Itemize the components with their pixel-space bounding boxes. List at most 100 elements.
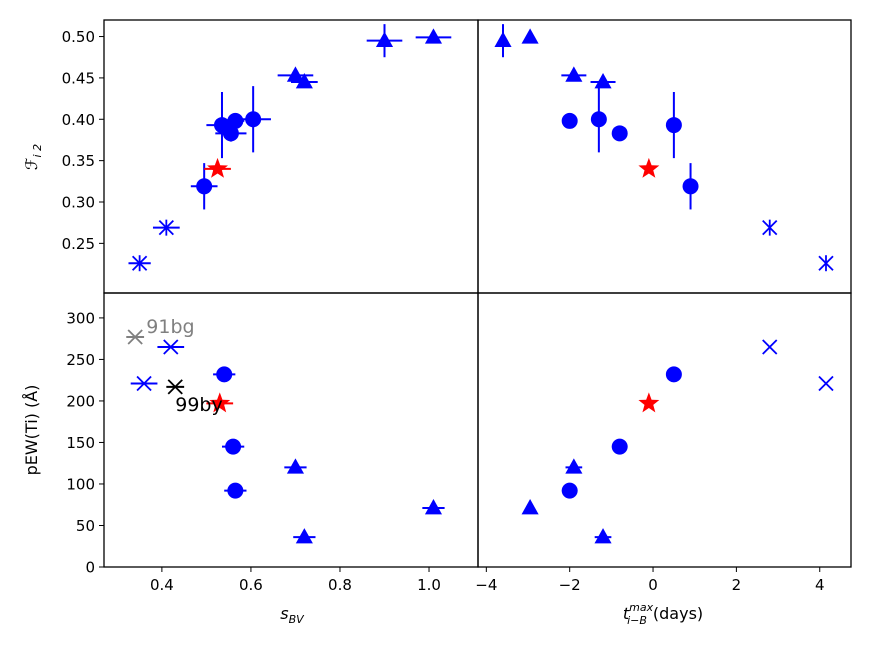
ytick-label-top-left-5: 0.50 (62, 28, 95, 46)
ytick-label-bottom-left-5: 250 (66, 351, 95, 369)
point-bottom-left-7 (224, 482, 247, 499)
panel-frame-top-right (477, 19, 852, 294)
marker-triangle-bottom-left-9 (295, 528, 313, 544)
point-top-left-9 (291, 73, 318, 89)
point-bottom-right-1 (565, 458, 583, 474)
point-top-right-6 (611, 125, 628, 142)
xlabel-right: tmax i−B (days) (623, 601, 703, 627)
marker-circle-bottom-left-6 (225, 438, 242, 455)
xlabel-right-sub: i−B (627, 614, 647, 627)
marker-circle-top-left-7 (245, 111, 262, 128)
xlabel-left-sub: BV (289, 613, 306, 626)
point-bottom-left-3 (130, 375, 158, 392)
point-top-right-5 (590, 86, 607, 153)
panel-frame-top-left (103, 19, 479, 294)
point-bottom-right-4 (611, 438, 628, 455)
point-top-right-8 (638, 157, 660, 178)
xlabel-right-main: t (623, 604, 630, 623)
marker-x-b-bottom-left-3 (136, 375, 152, 392)
xtick-label-bottom-right-4: 4 (815, 576, 825, 594)
ytick-label-top-left-4: 0.45 (62, 69, 95, 87)
marker-x-b-bottom-left-1 (167, 379, 183, 395)
marker-circle-top-right-7 (665, 117, 682, 134)
marker-circle-bottom-left-7 (227, 482, 244, 499)
xlabel-left: sBV (280, 604, 305, 626)
point-bottom-left-2 (157, 339, 185, 355)
point-bottom-left-10 (422, 499, 445, 515)
panel-frame-bottom-right (477, 292, 852, 568)
point-top-left-11 (415, 28, 452, 44)
marker-x-b-bottom-left-0 (127, 329, 143, 345)
marker-triangle-top-right-2 (565, 66, 583, 82)
xlabel-right-super: max (629, 601, 653, 614)
marks-layer (126, 24, 834, 544)
marker-triangle-top-left-11 (424, 28, 443, 44)
marker-x-b-bottom-right-8 (818, 375, 834, 392)
marker-star-bottom-right-6 (638, 392, 660, 413)
marker-circle-top-left-2 (196, 178, 213, 195)
ytick-label-top-left-1: 0.30 (62, 194, 95, 212)
ylabel-bottom: pEW(Ti) (Å) (22, 385, 41, 476)
ytick-label-bottom-left-4: 200 (66, 392, 95, 410)
point-bottom-left-5 (206, 392, 234, 413)
point-bottom-right-3 (561, 482, 578, 499)
marker-triangle-top-right-1 (521, 28, 539, 44)
marker-star-top-left-3 (207, 157, 228, 178)
point-bottom-right-8 (818, 375, 834, 392)
ytick-label-top-left-2: 0.35 (62, 152, 95, 170)
point-top-left-3 (204, 157, 231, 178)
ytick-label-top-left-3: 0.40 (62, 111, 95, 129)
ytick-label-top-left-0: 0.25 (62, 235, 95, 253)
xtick-label-bottom-left-3: 1.0 (417, 576, 441, 594)
ytick-label-bottom-left-3: 150 (66, 434, 95, 452)
marker-triangle-bottom-right-1 (565, 458, 583, 474)
marker-circle-top-left-5 (222, 125, 239, 142)
ytick-label-bottom-left-2: 100 (66, 475, 95, 493)
marker-circle-bottom-right-4 (611, 438, 628, 455)
marker-triangle-bottom-right-0 (521, 499, 539, 515)
marker-circle-top-right-4 (561, 112, 578, 129)
point-bottom-left-0 (126, 329, 145, 345)
ylabel-top-sub: i 2 (31, 144, 44, 158)
xtick-label-bottom-right-2: 0 (648, 576, 658, 594)
ytick-label-bottom-left-6: 300 (66, 309, 95, 327)
marker-circle-top-right-5 (590, 111, 607, 128)
point-top-left-10 (366, 24, 403, 58)
xtick-label-bottom-right-3: 2 (732, 576, 742, 594)
point-top-right-1 (521, 28, 539, 44)
ylabel-top: ℱi 2 (22, 144, 44, 170)
marker-x-b-bottom-right-7 (762, 339, 778, 355)
marker-star-top-right-8 (638, 157, 660, 178)
marker-circle-bottom-right-3 (561, 482, 578, 499)
point-bottom-right-6 (638, 392, 660, 413)
marker-triangle-top-right-3 (594, 73, 612, 89)
marker-triangle-top-left-8 (286, 66, 305, 82)
point-bottom-right-0 (521, 499, 539, 515)
marker-circle-top-right-9 (682, 178, 699, 195)
marker-star-bottom-left-5 (209, 392, 231, 413)
point-top-left-8 (277, 66, 314, 82)
point-bottom-right-2 (594, 528, 612, 544)
annotation-91bg: 91bg (146, 316, 194, 338)
marker-triangle-top-left-10 (375, 31, 394, 47)
point-top-left-7 (235, 86, 271, 153)
ticks-layer: 0.250.300.350.400.450.500501001502002503… (62, 28, 825, 594)
point-top-right-0 (494, 24, 512, 58)
point-bottom-left-6 (221, 438, 245, 455)
point-top-right-2 (561, 66, 587, 82)
ytick-label-bottom-left-0: 0 (85, 559, 95, 577)
xtick-label-bottom-left-2: 0.8 (328, 576, 352, 594)
point-top-left-1 (152, 219, 180, 236)
marker-circle-bottom-right-5 (665, 366, 682, 383)
xlabel-left-main: s (280, 604, 288, 623)
annotation-99by: 99by (175, 394, 222, 416)
marker-triangle-bottom-left-10 (424, 499, 443, 515)
marker-x-b-bottom-left-2 (163, 339, 179, 355)
marker-triangle-top-left-9 (295, 73, 313, 89)
marker-circle-top-left-6 (227, 112, 244, 129)
point-top-left-2 (190, 163, 218, 210)
point-top-right-11 (818, 255, 834, 272)
xtick-label-bottom-right-0: −4 (475, 576, 497, 594)
xtick-label-bottom-right-1: −2 (559, 576, 581, 594)
